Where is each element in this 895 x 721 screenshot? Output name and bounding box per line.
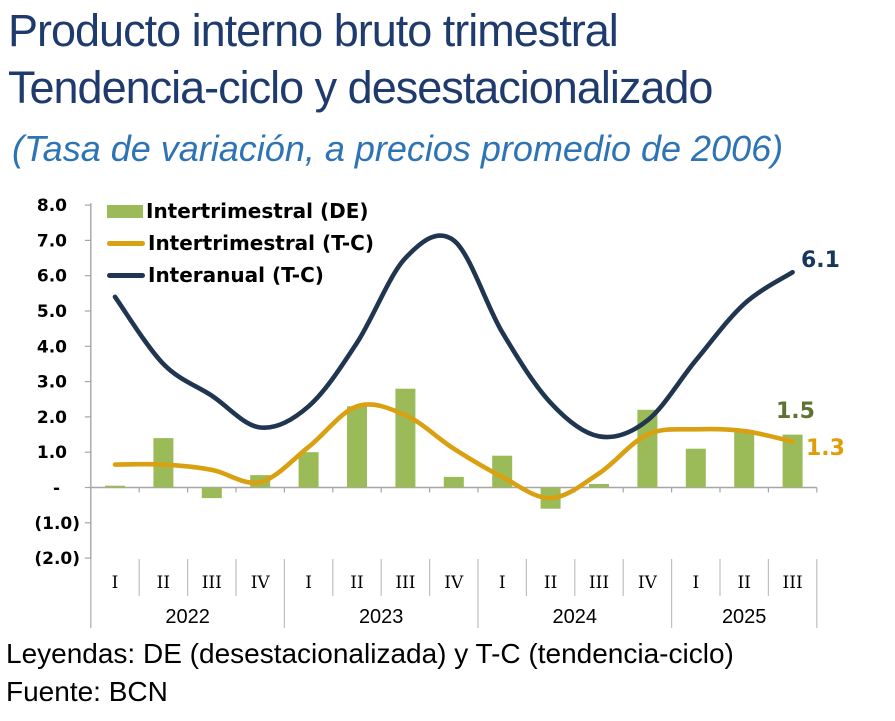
svg-text:3.0: 3.0 bbox=[37, 373, 67, 393]
svg-text:2025: 2025 bbox=[722, 606, 767, 628]
svg-text:(1.0): (1.0) bbox=[34, 514, 80, 534]
bar-III-6 bbox=[395, 388, 416, 488]
source-note: Fuente: BCN bbox=[6, 676, 168, 707]
svg-text:II: II bbox=[544, 573, 557, 593]
legend-label: Intertrimestral (T-C) bbox=[148, 231, 374, 255]
bar-III-14 bbox=[782, 434, 803, 488]
legend-item-intertrimestral-tc: Intertrimestral (T-C) bbox=[107, 227, 374, 259]
bar-I-4 bbox=[298, 452, 319, 488]
line-series bbox=[112, 233, 795, 440]
data-label-interanual: 6.1 bbox=[801, 248, 840, 273]
bar-IV-11 bbox=[637, 409, 658, 488]
svg-text:2023: 2023 bbox=[359, 606, 404, 628]
svg-text:II: II bbox=[157, 573, 170, 593]
bar-I-0 bbox=[105, 485, 125, 488]
svg-text:2024: 2024 bbox=[553, 606, 598, 628]
svg-text:2.0: 2.0 bbox=[37, 408, 67, 428]
svg-text:IV: IV bbox=[444, 573, 464, 593]
svg-text:1.0: 1.0 bbox=[37, 443, 67, 463]
footnotes: Leyendas: DE (desestacionalizada) y T-C … bbox=[6, 635, 734, 711]
svg-text:III: III bbox=[395, 573, 415, 593]
legend-swatch-bar-icon bbox=[107, 204, 143, 218]
svg-text:III: III bbox=[783, 573, 803, 593]
svg-text:I: I bbox=[305, 573, 312, 593]
svg-text:7.0: 7.0 bbox=[37, 231, 67, 251]
svg-text:I: I bbox=[692, 573, 699, 593]
svg-text:8.0: 8.0 bbox=[37, 196, 67, 216]
svg-text:4.0: 4.0 bbox=[37, 337, 67, 357]
bar-IV-7 bbox=[443, 476, 464, 488]
chart-subtitle: (Tasa de variación, a precios promedio d… bbox=[12, 128, 784, 169]
legend-note: Leyendas: DE (desestacionalizada) y T-C … bbox=[6, 638, 734, 669]
bar-I-12 bbox=[685, 448, 706, 488]
svg-text:IV: IV bbox=[638, 573, 658, 593]
bar-III-2 bbox=[201, 487, 222, 499]
legend-swatch-line-icon bbox=[107, 272, 145, 278]
data-label-intertrimestral-de: 1.5 bbox=[776, 399, 815, 424]
legend-label: Intertrimestral (DE) bbox=[146, 199, 369, 223]
chart-legend: Intertrimestral (DE) Intertrimestral (T-… bbox=[107, 195, 374, 291]
legend-item-intertrimestral-de: Intertrimestral (DE) bbox=[107, 195, 374, 227]
svg-text:IV: IV bbox=[251, 573, 271, 593]
svg-text:-: - bbox=[53, 479, 60, 499]
svg-text:2022: 2022 bbox=[165, 606, 210, 628]
page-title: Producto interno bruto trimestral Tendenc… bbox=[8, 2, 713, 116]
bar-III-10 bbox=[589, 484, 609, 488]
title-line-2: Tendencia-ciclo y desestacionalizado bbox=[8, 62, 713, 113]
svg-text:5.0: 5.0 bbox=[37, 302, 67, 322]
legend-label: Interanual (T-C) bbox=[148, 263, 324, 287]
svg-text:(2.0): (2.0) bbox=[34, 549, 80, 569]
legend-item-interanual-tc: Interanual (T-C) bbox=[107, 259, 374, 291]
svg-text:I: I bbox=[112, 573, 119, 593]
svg-text:III: III bbox=[202, 573, 222, 593]
title-line-1: Producto interno bruto trimestral bbox=[8, 5, 619, 56]
legend-swatch-line-icon bbox=[107, 240, 145, 246]
svg-text:I: I bbox=[499, 573, 506, 593]
bar-II-5 bbox=[347, 406, 367, 488]
data-label-intertrimestral-tc: 1.3 bbox=[806, 436, 845, 461]
svg-text:6.0: 6.0 bbox=[37, 267, 67, 287]
svg-text:II: II bbox=[350, 573, 363, 593]
svg-text:III: III bbox=[589, 573, 609, 593]
svg-text:II: II bbox=[737, 573, 750, 593]
line-series bbox=[112, 402, 795, 501]
bar-II-13 bbox=[734, 431, 755, 488]
